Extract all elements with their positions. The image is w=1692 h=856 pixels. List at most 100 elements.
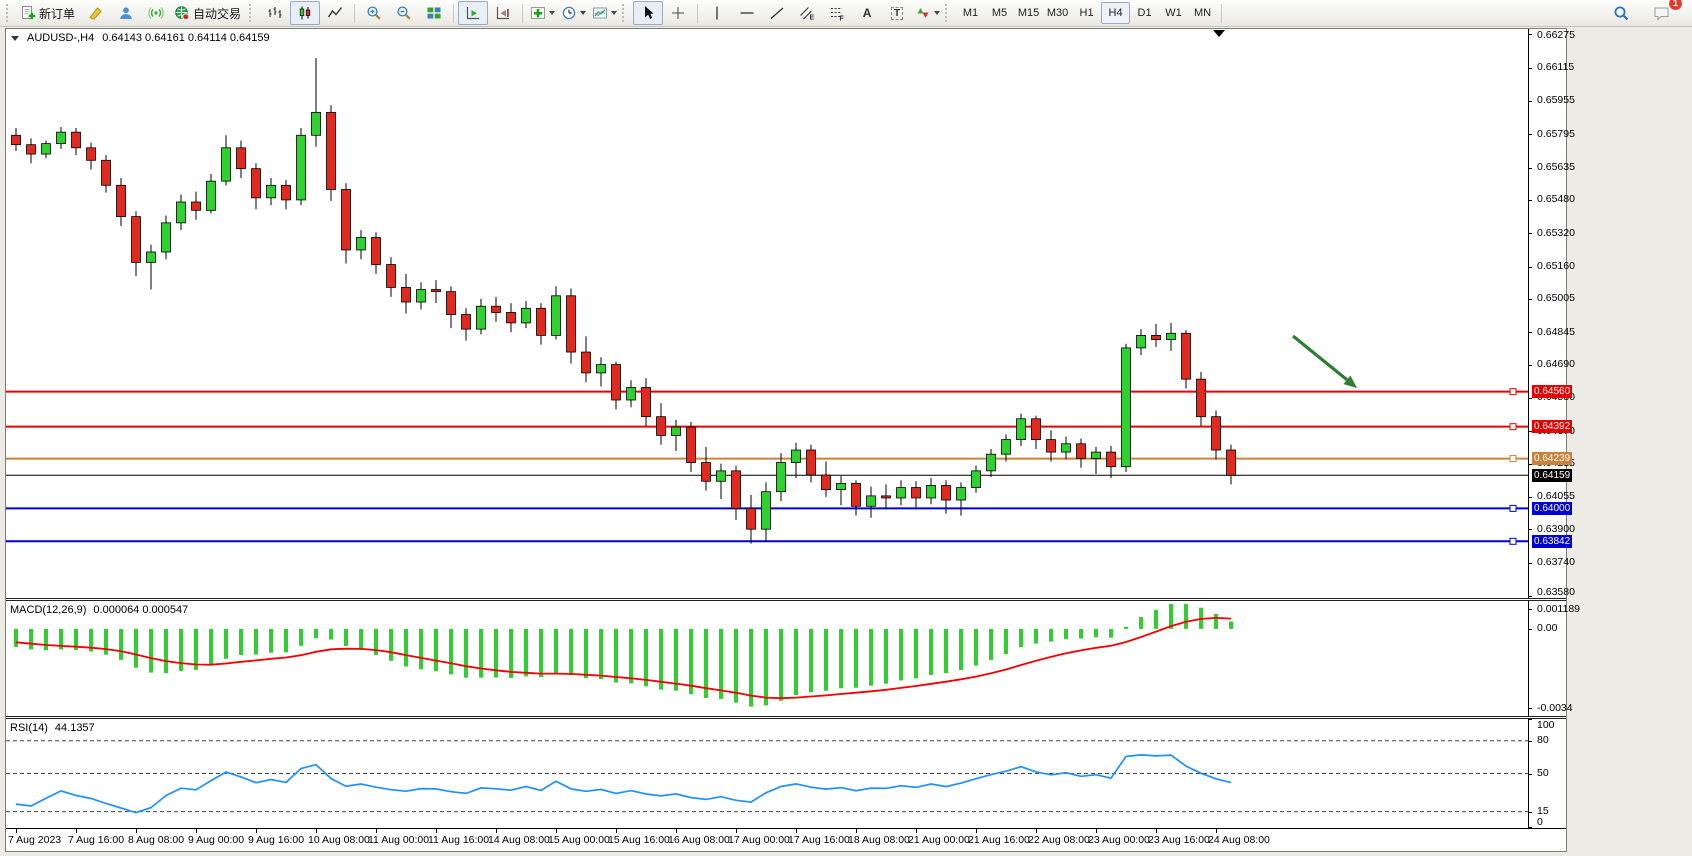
chevron-down-icon	[580, 11, 587, 15]
timeframe-m1-button[interactable]: M1	[962, 7, 979, 19]
pane-divider[interactable]	[6, 716, 1566, 719]
timeframe-m15-button[interactable]: M15	[1017, 7, 1040, 19]
pane-divider[interactable]	[6, 598, 1566, 601]
toolbar-grip[interactable]	[6, 4, 13, 22]
text-label-icon: T	[890, 6, 904, 20]
time-axis-label: 21 Aug 00:00	[908, 834, 970, 846]
add-indicator-icon	[530, 5, 546, 21]
price-badge: 0.64239	[1532, 452, 1573, 466]
line-chart-icon	[327, 5, 343, 21]
trendline-button[interactable]	[762, 1, 792, 25]
rsi-label: RSI(14) 44.1357	[10, 722, 95, 734]
styler-button[interactable]	[81, 1, 111, 25]
price-axis[interactable]: 0.66275 0.66115 0.65955 0.65795 0.65635 0.654…	[1528, 29, 1575, 598]
macd-pane: 0.001189 0.00 -0.0034 MACD(12,26,9) 0.0000…	[6, 601, 1580, 716]
horizontal-line-button[interactable]	[732, 1, 762, 25]
indicators-button[interactable]	[527, 1, 558, 25]
time-axis-label: 23 Aug 00:00	[1088, 834, 1150, 846]
templates-button[interactable]	[589, 1, 620, 25]
chevron-down-icon	[611, 11, 618, 15]
toolbar-separator	[354, 3, 356, 23]
community-button[interactable]	[111, 1, 141, 25]
new-order-label: 新订单	[39, 6, 76, 21]
toolbar-separator	[453, 3, 455, 23]
macd-signal-line	[15, 616, 1232, 700]
arrows-tool-button[interactable]	[912, 1, 943, 25]
zoom-out-button[interactable]	[389, 1, 419, 25]
notifications-button[interactable]: 1	[1646, 0, 1682, 25]
autotrading-label: 自动交易	[193, 6, 242, 21]
shift-marker-icon	[1213, 30, 1225, 37]
svg-text:F: F	[840, 16, 845, 22]
toolbar-right-group: 1	[1606, 0, 1688, 25]
timeframe-h4-button[interactable]: H4	[1101, 2, 1131, 24]
channel-button[interactable]: E	[792, 1, 822, 25]
tile-windows-icon	[426, 5, 442, 21]
search-button[interactable]	[1606, 1, 1636, 25]
chart-window: 0.66275 0.66115 0.65955 0.65795 0.65635 0.654…	[5, 28, 1580, 852]
signals-button[interactable]	[141, 1, 171, 25]
time-axis-label: 8 Aug 08:00	[128, 834, 185, 846]
toolbar-separator	[522, 3, 524, 23]
text-a-icon: A	[862, 6, 872, 20]
time-axis-label: 23 Aug 16:00	[1148, 834, 1210, 846]
zoom-in-button[interactable]	[359, 1, 389, 25]
chart-shift-button[interactable]	[488, 1, 518, 25]
time-axis-label: 11 Aug 00:00	[368, 834, 430, 846]
text-tool-button[interactable]: A	[852, 1, 882, 25]
macd-chart[interactable]	[6, 601, 1528, 716]
timeframe-d1-button[interactable]: D1	[1137, 7, 1152, 19]
person-icon	[118, 5, 134, 21]
auto-scroll-icon	[465, 5, 481, 21]
auto-scroll-button[interactable]	[458, 1, 489, 25]
equidistant-channel-icon: E	[799, 5, 815, 21]
timeframe-m5-button[interactable]: M5	[991, 7, 1008, 19]
time-axis-label: 15 Aug 16:00	[608, 834, 670, 846]
candlestick-icon	[297, 5, 313, 21]
autotrading-button[interactable]: 自动交易	[171, 1, 247, 25]
time-axis-label: 17 Aug 00:00	[728, 834, 790, 846]
annotation-arrow	[1291, 334, 1348, 382]
rsi-value: 44.1357	[54, 722, 95, 734]
timeframe-h1-button[interactable]: H1	[1079, 7, 1094, 19]
timeframe-mn-button[interactable]: MN	[1193, 7, 1212, 19]
cursor-button[interactable]	[633, 1, 664, 25]
crayon-icon	[88, 5, 104, 21]
bar-chart-button[interactable]	[260, 1, 290, 25]
price-badge: 0.64560	[1532, 385, 1573, 399]
toolbar-grip[interactable]	[945, 4, 952, 22]
fibonacci-icon: F	[829, 5, 845, 21]
signal-waves-icon	[148, 5, 164, 21]
autotrading-globe-icon	[174, 5, 190, 21]
time-axis-label: 16 Aug 08:00	[668, 834, 730, 846]
toolbar-grip[interactable]	[249, 4, 256, 22]
line-handle	[1509, 504, 1517, 512]
tile-windows-button[interactable]	[419, 1, 449, 25]
time-axis-label: 11 Aug 16:00	[428, 834, 490, 846]
clock-icon	[561, 5, 577, 21]
timeframe-m30-button[interactable]: M30	[1046, 7, 1069, 19]
time-axis-label: 7 Aug 2023	[8, 834, 62, 846]
fibonacci-button[interactable]: F	[822, 1, 852, 25]
rsi-chart[interactable]	[6, 719, 1528, 828]
time-axis[interactable]: 7 Aug 2023 7 Aug 16:00 8 Aug 08:00 9 Aug 00…	[6, 828, 1566, 851]
new-order-button[interactable]: 新订单	[17, 1, 81, 25]
line-chart-button[interactable]	[320, 1, 350, 25]
crosshair-button[interactable]	[663, 1, 693, 25]
timeframe-w1-button[interactable]: W1	[1165, 7, 1182, 19]
rsi-line	[15, 754, 1232, 814]
zoom-in-icon	[366, 5, 382, 21]
periods-button[interactable]	[558, 1, 589, 25]
price-pane: 0.66275 0.66115 0.65955 0.65795 0.65635 0.654…	[6, 29, 1575, 598]
one-click-trading-chevron-icon[interactable]	[11, 35, 19, 41]
label-tool-button[interactable]: T	[882, 1, 912, 25]
time-axis-label: 22 Aug 08:00	[1028, 834, 1090, 846]
candlestick-chart[interactable]	[6, 29, 1528, 598]
candlestick-chart-button[interactable]	[290, 1, 321, 25]
chevron-down-icon	[549, 11, 556, 15]
toolbar-grip[interactable]	[622, 4, 629, 22]
time-axis-label: 9 Aug 16:00	[248, 834, 305, 846]
toolbar-separator	[697, 3, 699, 23]
vertical-line-button[interactable]	[702, 1, 732, 25]
